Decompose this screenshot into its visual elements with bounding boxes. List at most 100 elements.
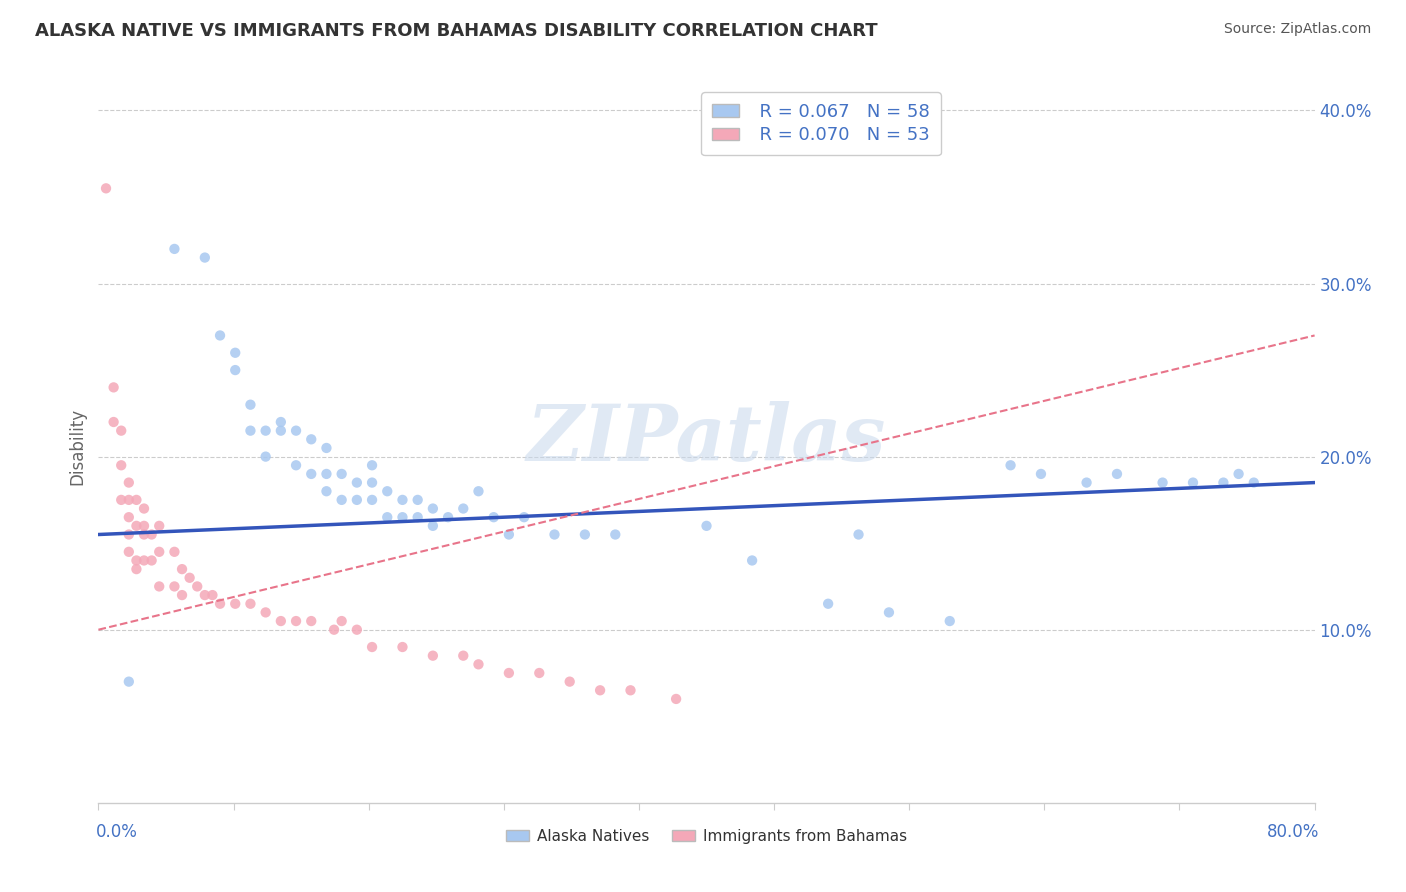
Point [330,467,353,481]
Point [361,492,384,507]
Point [1000,458,1022,473]
Point [1029,467,1052,481]
Point [665,692,688,706]
Point [148,545,170,559]
Point [330,492,353,507]
Point [132,519,155,533]
Point [741,553,763,567]
Point [224,597,246,611]
Point [270,424,292,438]
Point [118,527,141,541]
Point [498,665,520,680]
Point [239,424,262,438]
Point [467,657,489,672]
Point [1182,475,1205,490]
Point [422,501,444,516]
Point [141,553,163,567]
Point [132,553,155,567]
Point [118,674,141,689]
Point [270,415,292,429]
Point [1243,475,1265,490]
Point [817,597,839,611]
Point [179,571,201,585]
Point [361,458,384,473]
Point [285,614,308,628]
Point [375,510,398,524]
Point [939,614,962,628]
Point [163,545,186,559]
Text: 80.0%: 80.0% [1267,822,1319,840]
Point [605,527,627,541]
Point [1105,467,1128,481]
Point [270,614,292,628]
Point [498,527,520,541]
Point [239,597,262,611]
Point [529,665,551,680]
Point [482,510,505,524]
Point [299,432,322,446]
Point [194,251,217,265]
Point [285,458,308,473]
Point [118,492,141,507]
Point [254,424,277,438]
Text: 0.0%: 0.0% [96,822,138,840]
Point [391,510,413,524]
Point [437,510,460,524]
Point [118,475,141,490]
Point [170,588,193,602]
Point [201,588,224,602]
Point [118,545,141,559]
Point [1212,475,1234,490]
Point [346,492,368,507]
Point [285,424,308,438]
Point [315,441,337,455]
Point [94,181,117,195]
Point [346,623,368,637]
Point [453,648,475,663]
Point [103,415,125,429]
Point [391,492,413,507]
Point [299,614,322,628]
Point [194,588,217,602]
Point [513,510,536,524]
Point [132,501,155,516]
Legend: Alaska Natives, Immigrants from Bahamas: Alaska Natives, Immigrants from Bahamas [501,822,912,850]
Point [574,527,596,541]
Point [406,510,429,524]
Point [254,450,277,464]
Point [125,492,148,507]
Point [239,398,262,412]
Text: Source: ZipAtlas.com: Source: ZipAtlas.com [1223,22,1371,37]
Point [170,562,193,576]
Point [141,527,163,541]
Point [323,623,346,637]
Point [422,648,444,663]
Point [148,519,170,533]
Point [391,640,413,654]
Point [209,597,232,611]
Point [406,492,429,507]
Point [209,328,232,343]
Point [589,683,612,698]
Point [453,501,475,516]
Point [110,458,132,473]
Point [361,475,384,490]
Point [110,492,132,507]
Point [361,640,384,654]
Point [254,606,277,620]
Text: ZIPatlas: ZIPatlas [527,401,886,477]
Text: Disability: Disability [69,408,86,484]
Point [375,484,398,499]
Text: ALASKA NATIVE VS IMMIGRANTS FROM BAHAMAS DISABILITY CORRELATION CHART: ALASKA NATIVE VS IMMIGRANTS FROM BAHAMAS… [35,22,877,40]
Point [558,674,581,689]
Point [1152,475,1174,490]
Point [186,579,208,593]
Point [110,424,132,438]
Point [422,519,444,533]
Point [467,484,489,499]
Point [696,519,718,533]
Point [125,519,148,533]
Point [125,562,148,576]
Point [315,467,337,481]
Point [125,553,148,567]
